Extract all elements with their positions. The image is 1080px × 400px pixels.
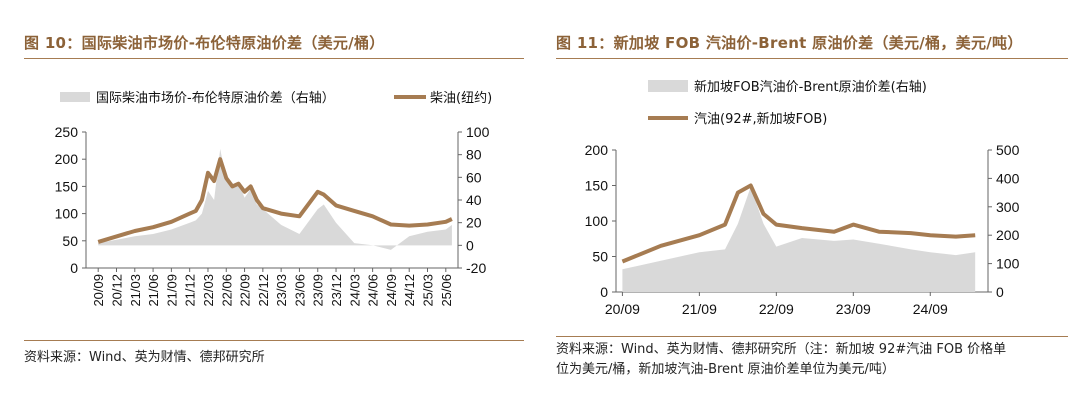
x-tick-label: 20/09 xyxy=(91,274,106,307)
y-left-tick-label: 100 xyxy=(55,206,79,222)
x-tick-label: 22/03 xyxy=(201,274,216,307)
figure-11-chart: 新加坡FOB汽油价-Brent原油价差(右轴) 汽油(92#,新加坡FOB) 2… xyxy=(585,79,1020,317)
y-left-tick-label: 250 xyxy=(55,124,79,140)
legend-label-diesel-ny: 柴油(纽约) xyxy=(430,91,492,106)
y-right-tick-label: 500 xyxy=(996,142,1020,158)
figure-11-source-line1: 资料来源：Wind、英为财情、德邦研究所（注：新加坡 92#汽油 FOB 价格单 xyxy=(556,342,1007,357)
price-line-series xyxy=(621,183,976,264)
y-right-tick-label: 60 xyxy=(466,169,482,185)
x-tick-label: 23/09 xyxy=(311,274,326,307)
legend-swatch-gasoline-spread xyxy=(648,80,688,92)
x-tick-label: 21/09 xyxy=(682,301,717,317)
figure-10-title: 图 10：国际柴油市场价-布伦特原油价差（美元/桶） xyxy=(24,34,385,52)
x-tick-label: 20/09 xyxy=(605,301,640,317)
y-right-tick-label: -20 xyxy=(466,260,486,276)
y-left-tick-label: 150 xyxy=(55,178,79,194)
figure-10-title-rule xyxy=(24,58,524,59)
x-tick-label: 23/06 xyxy=(292,274,307,307)
legend-swatch-spread-area xyxy=(60,92,90,102)
y-right-tick-label: 100 xyxy=(996,256,1020,272)
figure-11-title-rule xyxy=(556,58,1068,59)
x-tick-label: 20/12 xyxy=(109,274,124,307)
x-tick-label: 24/06 xyxy=(366,274,381,307)
x-tick-label: 25/03 xyxy=(421,274,436,307)
figure-11-source: 资料来源：Wind、英为财情、德邦研究所（注：新加坡 92#汽油 FOB 价格单… xyxy=(556,340,1068,380)
figure-11-title: 图 11：新加坡 FOB 汽油价-Brent 原油价差（美元/桶，美元/吨） xyxy=(556,34,1023,52)
x-tick-label: 23/03 xyxy=(274,274,289,307)
x-tick-label: 21/09 xyxy=(164,274,179,307)
x-tick-label: 24/03 xyxy=(347,274,362,307)
y-left-tick-label: 150 xyxy=(585,178,609,194)
x-tick-label: 23/09 xyxy=(836,301,871,317)
y-right-tick-label: 0 xyxy=(466,237,474,253)
legend-label-diesel-spread: 国际柴油市场价-布伦特原油价差（右轴） xyxy=(96,90,335,106)
figure-10-panel: 图 10：国际柴油市场价-布伦特原油价差（美元/桶） 国际柴油市场价-布伦特原油… xyxy=(0,0,530,400)
x-tick-label: 24/09 xyxy=(913,301,948,317)
y-left-tick-label: 200 xyxy=(55,151,79,167)
legend-label-gasoline-92: 汽油(92#,新加坡FOB) xyxy=(694,111,827,127)
x-tick-label: 22/06 xyxy=(219,274,234,307)
y-left-tick-label: 0 xyxy=(70,260,78,276)
y-left-tick-label: 50 xyxy=(62,233,78,249)
y-left-tick-label: 200 xyxy=(585,142,609,158)
spread-area-series xyxy=(622,186,976,292)
y-left-tick-label: 0 xyxy=(600,284,608,300)
y-right-tick-label: 0 xyxy=(996,284,1004,300)
x-tick-label: 24/12 xyxy=(402,274,417,307)
y-right-tick-label: 20 xyxy=(466,215,482,231)
y-right-tick-label: 400 xyxy=(996,170,1020,186)
x-tick-label: 22/12 xyxy=(256,274,271,307)
y-right-tick-label: 300 xyxy=(996,199,1020,215)
y-right-tick-label: 100 xyxy=(466,124,490,140)
price-line-series xyxy=(97,157,453,244)
y-right-tick-label: 200 xyxy=(996,227,1020,243)
x-tick-label: 22/09 xyxy=(238,274,253,307)
x-tick-label: 24/09 xyxy=(384,274,399,307)
x-tick-label: 25/06 xyxy=(439,274,454,307)
x-tick-label: 22/09 xyxy=(759,301,794,317)
y-right-tick-label: 40 xyxy=(466,192,482,208)
y-right-tick-label: 80 xyxy=(466,147,482,163)
figure-10-chart: 国际柴油市场价-布伦特原油价差（右轴） 柴油(纽约) 2502001501005… xyxy=(55,90,493,307)
x-tick-label: 21/06 xyxy=(146,274,161,307)
spread-area-series xyxy=(98,149,452,250)
y-left-tick-label: 100 xyxy=(585,213,609,229)
legend-label-gasoline-spread: 新加坡FOB汽油价-Brent原油价差(右轴) xyxy=(694,79,927,95)
figure-11-source-line2: 位为美元/桶，新加坡汽油-Brent 原油价差单位为美元/吨） xyxy=(556,362,895,377)
x-tick-label: 21/03 xyxy=(128,274,143,307)
y-left-tick-label: 50 xyxy=(592,249,608,265)
figure-11-source-rule xyxy=(556,336,1068,337)
x-tick-label: 23/12 xyxy=(329,274,344,307)
x-tick-label: 21/12 xyxy=(183,274,198,307)
figure-10-source: 资料来源：Wind、英为财情、德邦研究所 xyxy=(24,350,265,365)
figure-11-panel: 图 11：新加坡 FOB 汽油价-Brent 原油价差（美元/桶，美元/吨） 新… xyxy=(550,0,1080,400)
figure-10-source-rule xyxy=(24,340,524,341)
